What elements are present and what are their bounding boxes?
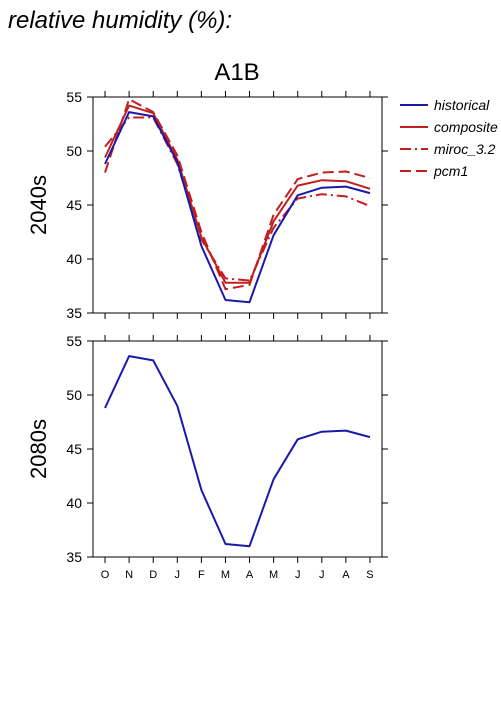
x-tick-label: D [149, 569, 157, 581]
x-tick-label: M [269, 569, 278, 581]
series-line-historical [104, 111, 371, 304]
x-tick-label: A [342, 569, 350, 581]
y-tick-label: 35 [66, 305, 82, 321]
legend-label-composite: composite [434, 119, 498, 135]
y-axis-label: 2080s [26, 419, 51, 479]
x-tick-label: O [101, 569, 110, 581]
y-tick-label: 55 [66, 333, 82, 349]
y-tick-label: 35 [66, 549, 82, 565]
panel-2040s: 35 40 45 50 55 2040s [26, 89, 388, 321]
x-tick-label: S [366, 569, 373, 581]
y-tick-label: 55 [66, 89, 82, 105]
x-tick-label: A [246, 569, 254, 581]
series-line-panel-1 [104, 355, 371, 548]
y-tick-label: 45 [66, 197, 82, 213]
plot-frame [92, 96, 383, 314]
series-line-composite [104, 104, 371, 284]
legend: historical composite miroc_3.2 pcm1 [400, 97, 498, 179]
y-tick-label: 50 [66, 143, 82, 159]
legend-label-pcm1: pcm1 [433, 163, 468, 179]
figure-title: relative humidity (%): [8, 7, 232, 34]
y-tick-label: 40 [66, 251, 82, 267]
x-tick-label: J [175, 569, 181, 581]
x-tick-label: J [295, 569, 301, 581]
series-line-miroc-3-2 [104, 116, 371, 282]
x-tick-label: N [125, 569, 133, 581]
y-tick-label: 50 [66, 387, 82, 403]
x-tick-label: F [198, 569, 205, 581]
x-tick-label: M [221, 569, 230, 581]
plot-frame [92, 340, 383, 558]
x-tick-label: J [319, 569, 325, 581]
panel-title: A1B [214, 59, 259, 86]
y-axis-label: 2040s [26, 175, 51, 235]
series-line-pcm1 [104, 98, 371, 291]
y-tick-label: 40 [66, 495, 82, 511]
y-tick-label: 45 [66, 441, 82, 457]
legend-label-miroc-3-2: miroc_3.2 [434, 141, 496, 157]
panel-2080s: 35 40 45 50 55 O N D J F M A M J J A S 2080s [26, 333, 388, 581]
legend-label-historical: historical [434, 97, 490, 113]
